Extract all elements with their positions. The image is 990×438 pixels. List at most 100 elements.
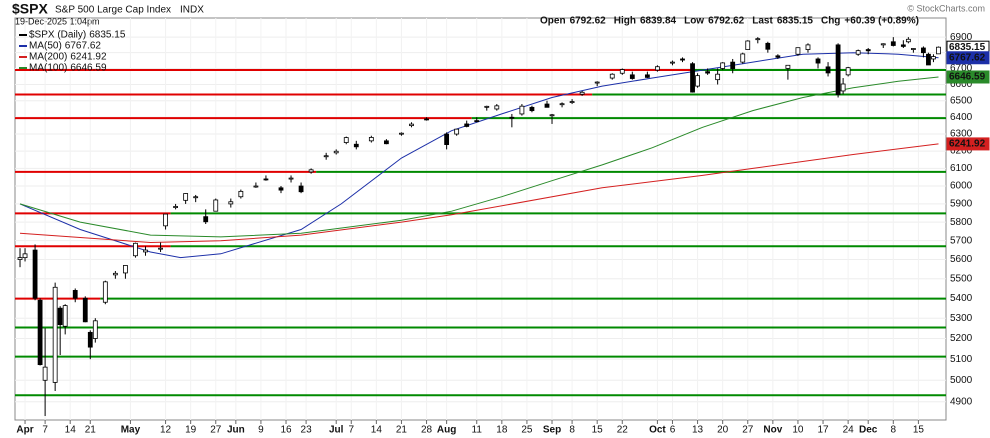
candle-body [655, 66, 660, 71]
candle-body [42, 366, 48, 381]
candle-body [745, 40, 751, 50]
x-tick-label: 22 [617, 425, 629, 436]
x-tick-label: 14 [371, 425, 383, 436]
candle-body [57, 307, 63, 326]
candle-body [905, 38, 911, 43]
y-tick-label: 5700 [950, 235, 973, 246]
x-tick-label: 14 [65, 425, 77, 436]
x-tick-label: 8 [891, 425, 897, 436]
candle-body [37, 299, 43, 366]
candle-body [173, 206, 179, 208]
plot-area [14, 17, 947, 421]
value-box-label: 6835.15 [949, 42, 986, 53]
y-tick-label: 6200 [950, 146, 973, 157]
candle-body [143, 249, 148, 253]
candle-body [424, 118, 429, 121]
candle-body [82, 297, 88, 323]
candle-body [343, 137, 349, 143]
candle-body [444, 133, 450, 145]
candle-body [755, 38, 761, 41]
candle-body [409, 123, 414, 127]
candle-body [569, 101, 575, 103]
candle-body [740, 53, 746, 63]
candle-body [399, 132, 404, 135]
candle-body [559, 103, 565, 106]
candle-body [123, 265, 128, 274]
ma-line [19, 76, 939, 238]
candle-body [890, 41, 896, 46]
y-tick-label: 5900 [950, 199, 973, 210]
x-tick-label: 15 [592, 425, 604, 436]
x-tick-label: 23 [301, 425, 313, 436]
candle-body [619, 69, 625, 74]
candle-body [910, 48, 916, 50]
candle-body [102, 281, 108, 303]
legend-label: MA(100) [29, 63, 67, 74]
candle-body [900, 44, 906, 47]
x-tick-label: 7 [348, 425, 354, 436]
candle-body [52, 286, 58, 383]
y-tick-label: 6400 [950, 112, 973, 123]
candle-body [815, 58, 821, 64]
candle-body [213, 199, 219, 212]
candle-body [549, 114, 555, 117]
header-label: Low [684, 16, 704, 27]
x-tick-label: 21 [85, 425, 97, 436]
x-tick-label: 17 [817, 425, 829, 436]
value-box-label: 6241.92 [949, 139, 986, 150]
candle-body [579, 91, 585, 95]
x-tick-label: 18 [496, 425, 508, 436]
candle-body [464, 123, 470, 127]
candle-body [454, 128, 460, 135]
x-tick-label: Sep [543, 425, 561, 436]
candle-body [17, 257, 23, 260]
chart-title: S&P 500 Large Cap Index [55, 5, 171, 16]
candle-body [926, 53, 931, 66]
candle-body [936, 46, 941, 55]
x-tick-label: 27 [742, 425, 754, 436]
candle-body [865, 49, 871, 52]
candle-body [32, 249, 38, 299]
candle-body [705, 71, 711, 74]
y-tick-label: 5500 [950, 273, 973, 284]
x-tick-label: Oct [649, 425, 666, 436]
candle-body [323, 155, 329, 158]
ma-line [19, 143, 939, 244]
y-tick-label: 6600 [950, 79, 973, 90]
header-value: 6835.15 [777, 16, 814, 27]
header-label: High [614, 16, 636, 27]
candle-body [921, 47, 926, 54]
legend-value: 6241.92 [70, 52, 107, 63]
legend-label: MA(200) [29, 52, 67, 63]
x-tick-label: 12 [160, 425, 172, 436]
x-tick-label: 9 [258, 425, 264, 436]
x-tick-label: Jun [227, 425, 245, 436]
x-tick-label: Aug [437, 425, 456, 436]
x-tick-label: Nov [763, 425, 782, 436]
y-tick-label: 6100 [950, 163, 973, 174]
y-tick-label: 5300 [950, 313, 973, 324]
candle-body [644, 74, 650, 78]
candle-body [288, 177, 294, 180]
chart-date: 19-Dec-2025 1:04pm [15, 16, 100, 26]
candle-body [474, 120, 480, 123]
header-value: 6839.84 [640, 16, 677, 27]
x-tick-label: Apr [16, 425, 33, 436]
candle-body [333, 150, 339, 154]
candle-body [72, 290, 78, 299]
x-tick-label: 11 [472, 425, 483, 436]
candle-body [238, 190, 244, 198]
candle-body [112, 272, 118, 276]
x-tick-label: May [121, 425, 141, 436]
y-tick-label: 5000 [950, 375, 973, 386]
x-tick-label: 7 [42, 425, 48, 436]
x-tick-label: 8 [569, 425, 575, 436]
candle-body [825, 66, 831, 74]
header-value: +60.39 (+0.89%) [844, 16, 919, 27]
x-tick-label: 10 [792, 425, 804, 436]
y-tick-label: 4900 [950, 396, 973, 407]
y-tick-label: 6300 [950, 129, 973, 140]
y-tick-label: 5600 [950, 254, 973, 265]
header-label: Chg [821, 16, 840, 27]
x-tick-label: 15 [913, 425, 925, 436]
